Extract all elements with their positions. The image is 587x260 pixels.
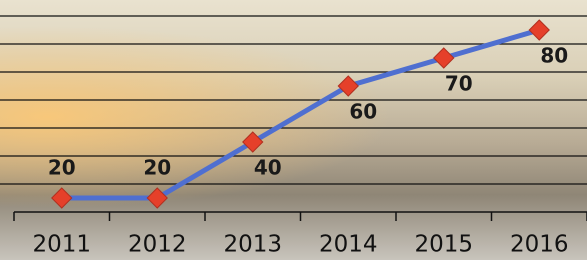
series-line — [62, 30, 540, 198]
data-label: 20 — [48, 156, 76, 180]
data-label: 80 — [540, 44, 568, 68]
data-label: 40 — [254, 156, 282, 180]
x-tick-label: 2012 — [128, 232, 187, 258]
data-label: 70 — [445, 72, 473, 96]
data-label: 20 — [143, 156, 171, 180]
x-tick-label: 2016 — [510, 232, 569, 258]
point-marker — [52, 188, 72, 208]
data-label: 60 — [349, 100, 377, 124]
x-tick-label: 2011 — [32, 232, 91, 258]
point-marker — [529, 20, 549, 40]
chart: 20 20 40 60 70 80 2011 2012 2013 2014 2015 2016 — [0, 0, 587, 260]
x-tick-label: 2015 — [414, 232, 473, 258]
x-tick-label: 2013 — [223, 232, 282, 258]
chart-background: 20 20 40 60 70 80 2011 2012 2013 2014 2015 2016 — [0, 0, 587, 260]
point-marker — [434, 48, 454, 68]
x-tick-label: 2014 — [319, 232, 378, 258]
